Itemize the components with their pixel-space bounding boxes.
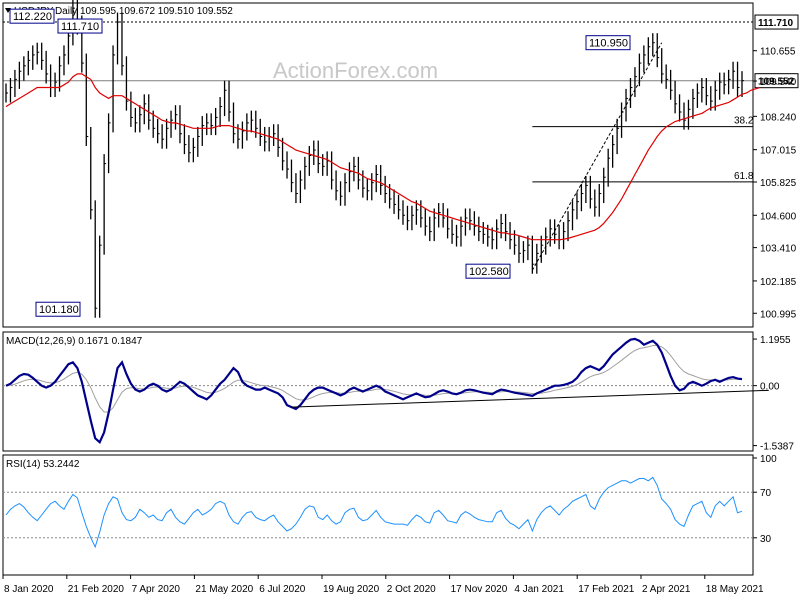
x-axis-tick-label: 2 Oct 2020 xyxy=(387,584,436,595)
price-series xyxy=(5,0,760,318)
watermark: ActionForex.com xyxy=(273,58,438,83)
rsi-panel-frame xyxy=(2,454,754,576)
rsi-y-tick-label: 30 xyxy=(760,534,772,545)
macd-layer: 1.1955 0.00 -1.5387 xyxy=(3,335,794,453)
x-axis-tick-label: 17 Nov 2020 xyxy=(451,584,508,595)
fib-level-label: 38.2 xyxy=(734,116,754,127)
price-annotation-label: 101.180 xyxy=(39,304,79,316)
price-annotation-box xyxy=(9,8,55,24)
x-axis-tick-label: 2 Apr 2021 xyxy=(642,584,691,595)
x-axis: 8 Jan 2020 21 Feb 2020 7 Apr 2020 21 May 20… xyxy=(2,575,764,595)
moving-average-line xyxy=(5,73,760,241)
price-y-tick-label: 102.185 xyxy=(760,277,797,288)
rsi-line xyxy=(5,476,743,549)
price-y-tick-label: 104.600 xyxy=(760,211,797,222)
price-panel-header: USDJPY,Daily 109.595 109.672 109.510 109… xyxy=(14,6,233,17)
macd-y-tick-label: -1.5387 xyxy=(760,442,794,453)
price-annotation-box xyxy=(585,35,631,51)
price-y-tick-label: 105.825 xyxy=(760,178,797,189)
price-annotation-box xyxy=(465,263,511,279)
rsi-panel-header: RSI(14) 53.2442 xyxy=(6,459,80,470)
macd-line xyxy=(5,337,743,445)
price-annotation-label: 102.580 xyxy=(469,266,509,278)
price-y-tick-label: 109.540 xyxy=(760,77,797,88)
price-annotation-label: 112.220 xyxy=(13,11,52,23)
price-y-tick-label: 100.995 xyxy=(760,309,797,320)
fib-level-label: 61.8 xyxy=(734,171,754,182)
macd-panel-header: MACD(12,26,9) 0.1671 0.1847 xyxy=(6,336,143,347)
macd-y-tick-label: 1.1955 xyxy=(760,335,791,346)
x-axis-tick-label: 17 Feb 2021 xyxy=(578,584,635,595)
price-axis-ticks: 110.655 109.540 108.240 107.015 105.825 104.6… xyxy=(753,47,797,320)
price-panel-frame xyxy=(2,2,754,328)
rsi-layer: 100 70 30 xyxy=(3,454,777,549)
price-annotation-label: 111.710 xyxy=(61,21,99,33)
price-level-tag-label: 109.552 xyxy=(758,77,795,88)
x-axis-tick-label: 21 May 2020 xyxy=(195,584,253,595)
macd-trendline xyxy=(291,389,769,408)
x-axis-tick-label: 19 Aug 2020 xyxy=(323,584,380,595)
price-trendline xyxy=(531,42,663,271)
macd-y-tick-label: 0.00 xyxy=(760,382,780,393)
price-y-tick-label: 103.410 xyxy=(760,244,797,255)
price-y-tick-label: 107.015 xyxy=(760,146,797,157)
rsi-y-tick-label: 70 xyxy=(760,488,772,499)
x-axis-tick-label: 4 Jan 2021 xyxy=(514,584,564,595)
price-level-tag-label: 111.710 xyxy=(758,18,793,29)
price-y-tick-label: 108.240 xyxy=(760,112,797,123)
price-level-tag xyxy=(754,14,799,30)
macd-signal-line xyxy=(5,344,742,413)
price-annotation-label: 110.950 xyxy=(589,38,628,50)
x-axis-tick-label: 8 Jan 2020 xyxy=(4,584,54,595)
x-axis-tick-label: 21 Feb 2020 xyxy=(68,584,125,595)
price-annotations: 112.220 111.710 101.180 110.950 102.580 xyxy=(9,8,631,317)
price-annotation-box xyxy=(35,301,81,317)
price-y-tick-label: 110.655 xyxy=(760,47,796,58)
price-annotation-box xyxy=(57,18,103,34)
macd-panel-frame xyxy=(2,331,754,452)
x-axis-tick-label: 7 Apr 2020 xyxy=(132,584,181,595)
rsi-y-tick-label: 100 xyxy=(760,454,777,465)
x-axis-tick-label: 18 May 2021 xyxy=(706,584,764,595)
x-axis-tick-label: 6 Jul 2020 xyxy=(259,584,306,595)
